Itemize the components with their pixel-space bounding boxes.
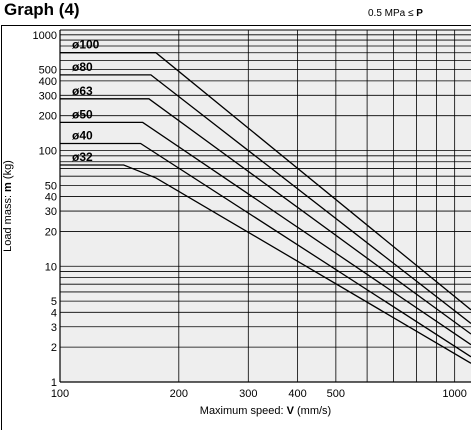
y-axis-label: Load mass: m (kg) (2, 126, 16, 286)
graph-title: Graph (4) (4, 0, 80, 19)
series-line (60, 121, 471, 346)
series-label: ø50 (72, 107, 93, 121)
series-label: ø80 (72, 60, 93, 74)
y-tick-label: 200 (39, 111, 57, 123)
x-tick-label: 1000 (442, 388, 466, 400)
y-axis-label-unit: (kg) (2, 160, 14, 183)
y-tick-label: 400 (39, 76, 57, 88)
x-tick-label: 200 (170, 388, 188, 400)
series-line (60, 164, 471, 364)
y-tick-label: 1 (51, 377, 57, 389)
series-line (60, 52, 471, 311)
x-axis-label-unit: (mm/s) (293, 405, 332, 417)
y-tick-label: 30 (45, 206, 57, 218)
y-tick-label: 50 (45, 180, 57, 192)
x-tick-label: 100 (51, 388, 69, 400)
y-tick-label: 500 (39, 65, 57, 77)
series-line (60, 74, 471, 325)
y-axis-label-prefix: Load mass: (2, 191, 14, 252)
x-tick-label: 500 (327, 388, 345, 400)
y-tick-label: 300 (39, 90, 57, 102)
x-tick-label: 400 (288, 388, 306, 400)
y-tick-label: 20 (45, 226, 57, 238)
y-tick-label: 1000 (33, 30, 57, 42)
y-tick-label: 10 (45, 261, 57, 273)
y-axis-label-symbol: m (2, 182, 14, 192)
y-tick-label: 5 (51, 296, 57, 308)
series-label: ø100 (72, 38, 100, 52)
y-tick-label: 3 (51, 322, 57, 334)
series-label: ø63 (72, 84, 93, 98)
series-label: ø40 (72, 129, 93, 143)
pressure-condition: 0.5 MPa ≤ P (368, 8, 423, 19)
y-tick-label: 40 (45, 192, 57, 204)
y-tick-label: 4 (51, 307, 57, 319)
y-tick-label: 100 (39, 146, 57, 158)
y-tick-label: 2 (51, 342, 57, 354)
pressure-symbol: P (416, 8, 423, 19)
pressure-condition-prefix: 0.5 MPa ≤ (368, 8, 417, 19)
chart-frame (1, 25, 471, 430)
series-label: ø32 (72, 150, 93, 164)
x-tick-label: 300 (239, 388, 257, 400)
x-axis-label: Maximum speed: V (mm/s) (60, 405, 471, 417)
x-axis-label-symbol: V (286, 405, 294, 417)
x-axis-label-prefix: Maximum speed: (199, 405, 287, 417)
series-line (60, 142, 471, 358)
series-line (60, 98, 471, 335)
